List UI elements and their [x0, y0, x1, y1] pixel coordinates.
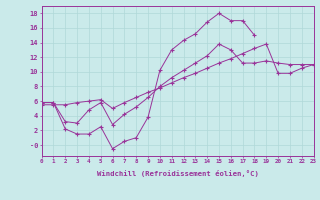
X-axis label: Windchill (Refroidissement éolien,°C): Windchill (Refroidissement éolien,°C) [97, 170, 259, 177]
